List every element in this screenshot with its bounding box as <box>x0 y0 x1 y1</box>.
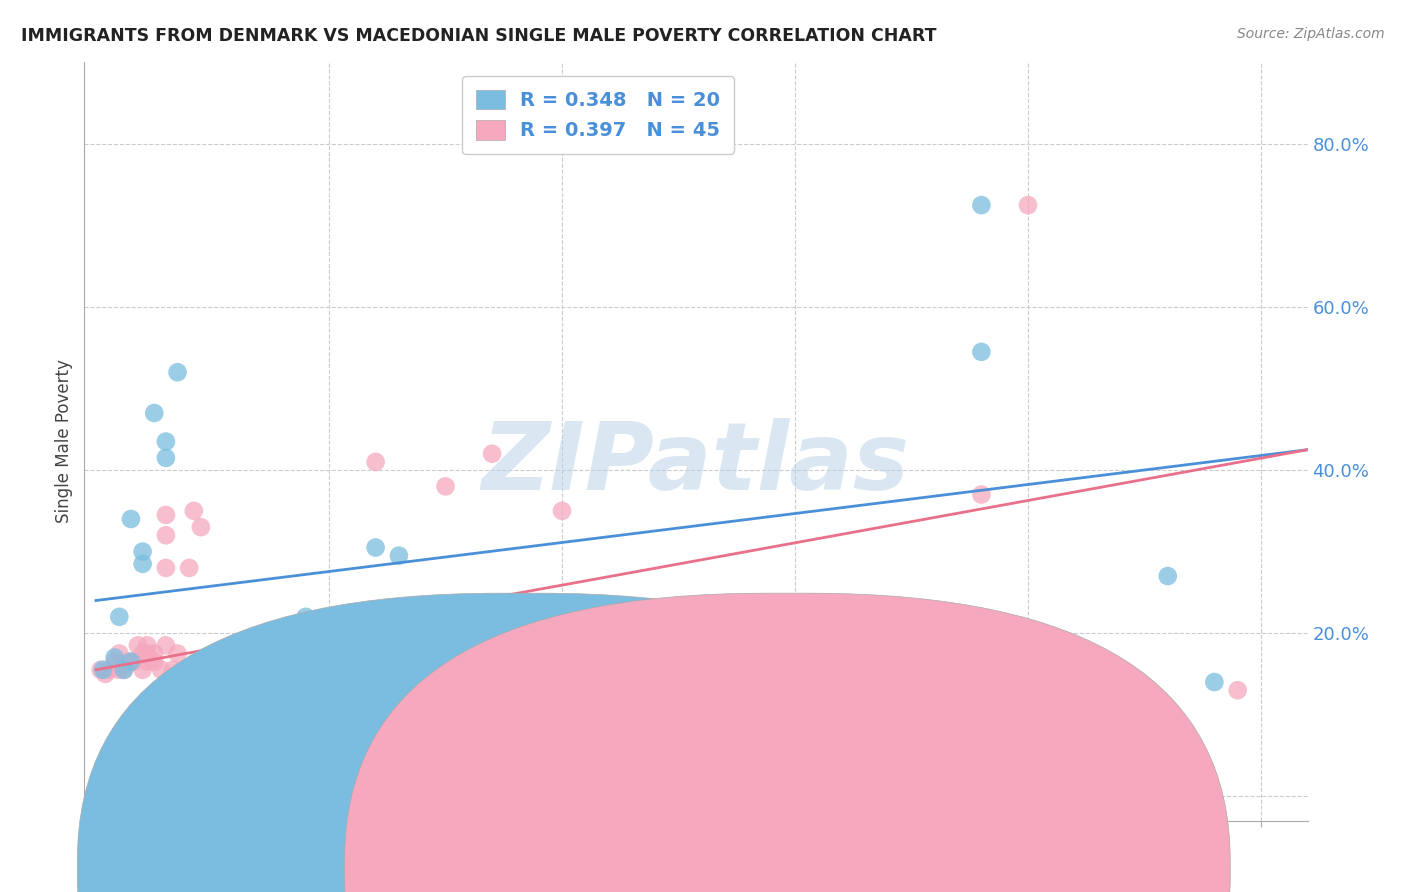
Point <box>364 541 387 555</box>
Point <box>155 638 177 652</box>
Point <box>112 663 135 677</box>
Point <box>260 712 283 726</box>
Point <box>150 663 173 677</box>
Point <box>120 655 142 669</box>
Point <box>1204 675 1226 690</box>
Point <box>162 663 184 677</box>
Point <box>127 638 149 652</box>
Point <box>112 663 135 677</box>
Point <box>668 642 690 657</box>
Point <box>551 504 574 518</box>
Point <box>136 655 159 669</box>
Point <box>155 434 177 449</box>
Point <box>1226 683 1249 698</box>
Point <box>388 549 411 563</box>
Point <box>155 450 177 465</box>
Point <box>136 638 159 652</box>
Point <box>970 198 993 212</box>
Point <box>481 447 503 461</box>
Point <box>143 647 166 661</box>
Text: Source: ZipAtlas.com: Source: ZipAtlas.com <box>1237 27 1385 41</box>
Point <box>166 647 188 661</box>
Point <box>143 655 166 669</box>
Point <box>294 610 316 624</box>
Point <box>900 638 922 652</box>
Point <box>120 512 142 526</box>
Point <box>155 528 177 542</box>
Point <box>117 655 139 669</box>
Point <box>831 712 853 726</box>
Point <box>1157 569 1180 583</box>
Text: Immigrants from Denmark: Immigrants from Denmark <box>548 860 769 878</box>
Point <box>131 647 153 661</box>
Point <box>104 650 127 665</box>
Point <box>90 663 112 677</box>
Point <box>183 504 205 518</box>
Point <box>155 508 177 522</box>
Point <box>166 365 188 379</box>
Point <box>131 557 153 571</box>
Point <box>271 675 294 690</box>
Point <box>131 544 153 558</box>
Point <box>225 704 247 718</box>
Point <box>853 712 876 726</box>
Point <box>247 691 270 706</box>
Point <box>294 712 316 726</box>
Text: IMMIGRANTS FROM DENMARK VS MACEDONIAN SINGLE MALE POVERTY CORRELATION CHART: IMMIGRANTS FROM DENMARK VS MACEDONIAN SI… <box>21 27 936 45</box>
Point <box>104 655 127 669</box>
Point <box>364 455 387 469</box>
Point <box>136 647 159 661</box>
Text: 0.0%: 0.0% <box>96 874 142 892</box>
Point <box>143 406 166 420</box>
Point <box>201 655 224 669</box>
Point <box>108 647 131 661</box>
Point <box>155 561 177 575</box>
Point <box>122 655 145 669</box>
Point <box>190 520 212 534</box>
Y-axis label: Single Male Poverty: Single Male Poverty <box>55 359 73 524</box>
Point <box>247 704 270 718</box>
Point <box>434 479 457 493</box>
Point <box>98 663 121 677</box>
Point <box>970 487 993 501</box>
Point <box>970 344 993 359</box>
Legend: R = 0.348   N = 20, R = 0.397   N = 45: R = 0.348 N = 20, R = 0.397 N = 45 <box>463 76 734 154</box>
Point <box>179 561 201 575</box>
Point <box>108 610 131 624</box>
Point <box>598 647 620 661</box>
Point <box>94 666 117 681</box>
Point <box>108 663 131 677</box>
Point <box>131 663 153 677</box>
Text: Macedonians: Macedonians <box>815 860 925 878</box>
Point <box>294 687 316 701</box>
Point <box>457 655 479 669</box>
Text: ZIPatlas: ZIPatlas <box>482 418 910 510</box>
Point <box>1017 198 1039 212</box>
Point <box>91 663 114 677</box>
